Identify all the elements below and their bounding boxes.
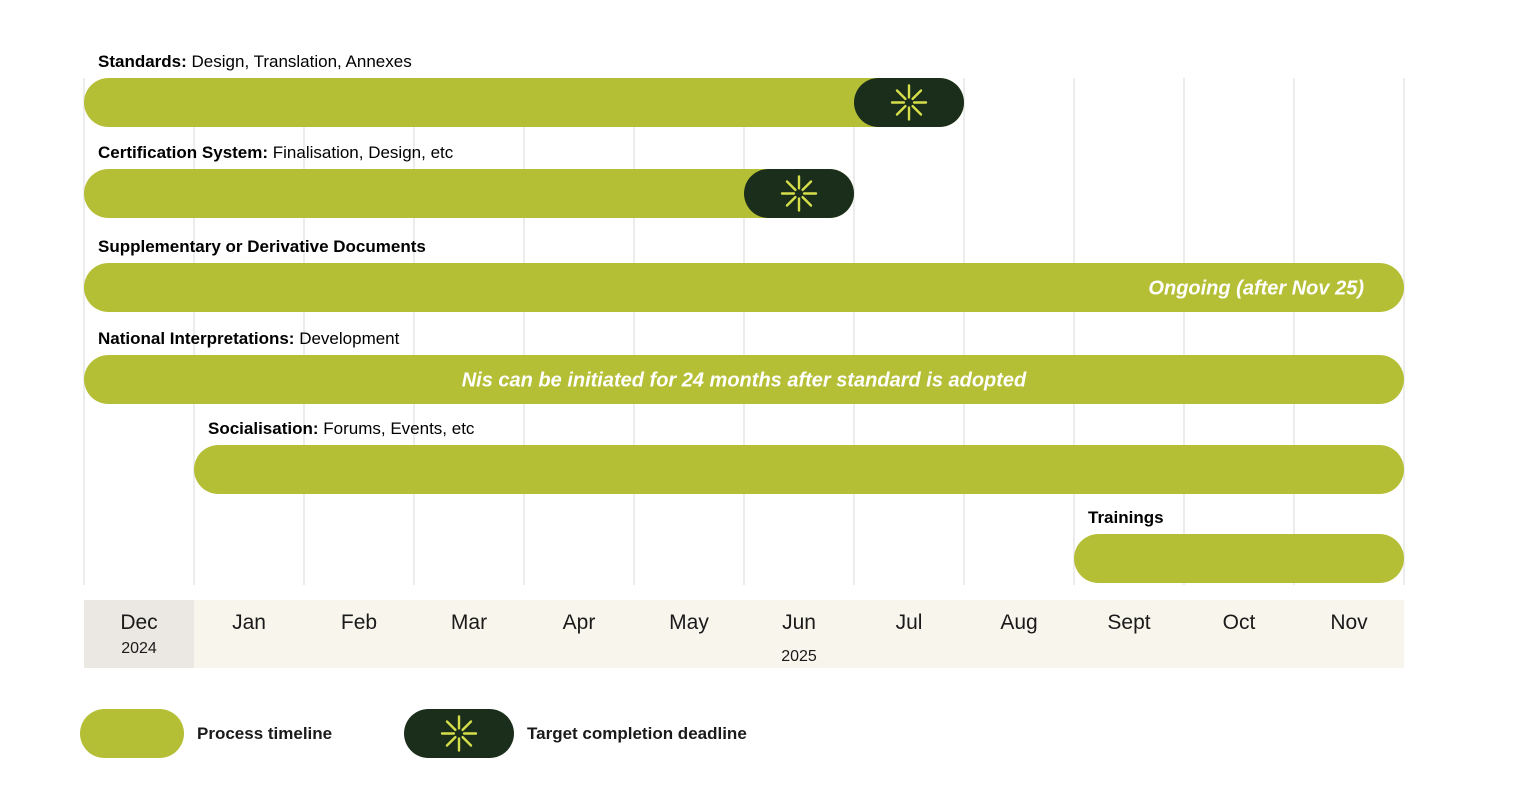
axis-band: [194, 600, 1404, 668]
deadline-marker: [854, 78, 964, 127]
legend-item: Process timeline: [80, 709, 332, 758]
month-axis: Dec Jan Feb Mar Apr May Jun Jul Aug Sept Oct Nov 202…: [84, 600, 1404, 668]
month-label: Jul: [896, 611, 923, 634]
legend-label: Process timeline: [197, 724, 332, 743]
month-label: Jun: [782, 611, 816, 634]
task-label: Trainings: [1088, 508, 1164, 527]
year-label: 2024: [121, 640, 157, 657]
task-rows: Standards: Design, Translation, Annexes C…: [84, 52, 1404, 583]
month-label: Oct: [1223, 611, 1256, 634]
task-label-bold: Certification System:: [98, 143, 268, 162]
task-label-bold: Supplementary or Derivative Documents: [98, 237, 426, 256]
task-label: Socialisation: Forums, Events, etc: [208, 419, 475, 438]
legend-item: Target completion deadline: [404, 709, 747, 758]
bar-overlay-text: Nis can be initiated for 24 months after…: [462, 370, 1027, 392]
task-label-detail: Development: [294, 329, 399, 348]
month-label: Jan: [232, 611, 266, 634]
task-label: National Interpretations: Development: [98, 329, 400, 348]
month-label: May: [669, 611, 709, 634]
process-bar: [84, 263, 1404, 312]
task-label-detail: Forums, Events, etc: [319, 419, 475, 438]
task-row: Socialisation: Forums, Events, etc: [194, 419, 1404, 494]
legend-swatch-deadline: [404, 709, 514, 758]
deadline-star-icon: [780, 175, 818, 212]
month-label: Dec: [120, 611, 157, 634]
deadline-star-icon: [890, 84, 928, 121]
month-label: Sept: [1107, 611, 1150, 634]
task-label-detail: Design, Translation, Annexes: [187, 52, 412, 71]
year-label: 2025: [781, 648, 817, 665]
month-label: Mar: [451, 611, 487, 634]
axis-band-first-month: [84, 600, 194, 668]
legend-label: Target completion deadline: [527, 724, 747, 743]
process-bar: [1074, 534, 1404, 583]
task-row: Certification System: Finalisation, Desi…: [84, 143, 854, 218]
task-row: National Interpretations: Development Nis…: [84, 329, 1404, 404]
task-row: Supplementary or Derivative Documents Ong…: [84, 237, 1404, 312]
process-bar: [194, 445, 1404, 494]
task-label-bold: National Interpretations:: [98, 329, 294, 348]
task-label-bold: Standards:: [98, 52, 187, 71]
task-label-bold: Socialisation:: [208, 419, 319, 438]
month-label: Aug: [1000, 611, 1037, 634]
legend-star-icon: [440, 715, 478, 752]
gridlines: [83, 78, 1405, 585]
month-label: Apr: [563, 611, 596, 634]
task-row: Trainings: [1074, 508, 1404, 583]
task-label-bold: Trainings: [1088, 508, 1164, 527]
task-label-detail: Finalisation, Design, etc: [268, 143, 454, 162]
process-bar: [84, 355, 1404, 404]
bar-overlay-text: Ongoing (after Nov 25): [1148, 278, 1364, 300]
task-label: Supplementary or Derivative Documents: [98, 237, 426, 256]
legend: Process timeline Target completion deadli…: [80, 709, 747, 758]
process-bar: [84, 169, 854, 218]
task-row: Standards: Design, Translation, Annexes: [84, 52, 964, 127]
task-label: Standards: Design, Translation, Annexes: [98, 52, 412, 71]
month-label: Feb: [341, 611, 377, 634]
deadline-marker: [744, 169, 854, 218]
process-bar: [84, 78, 964, 127]
legend-swatch-process: [80, 709, 184, 758]
task-label: Certification System: Finalisation, Desi…: [98, 143, 454, 162]
month-label: Nov: [1330, 611, 1368, 634]
